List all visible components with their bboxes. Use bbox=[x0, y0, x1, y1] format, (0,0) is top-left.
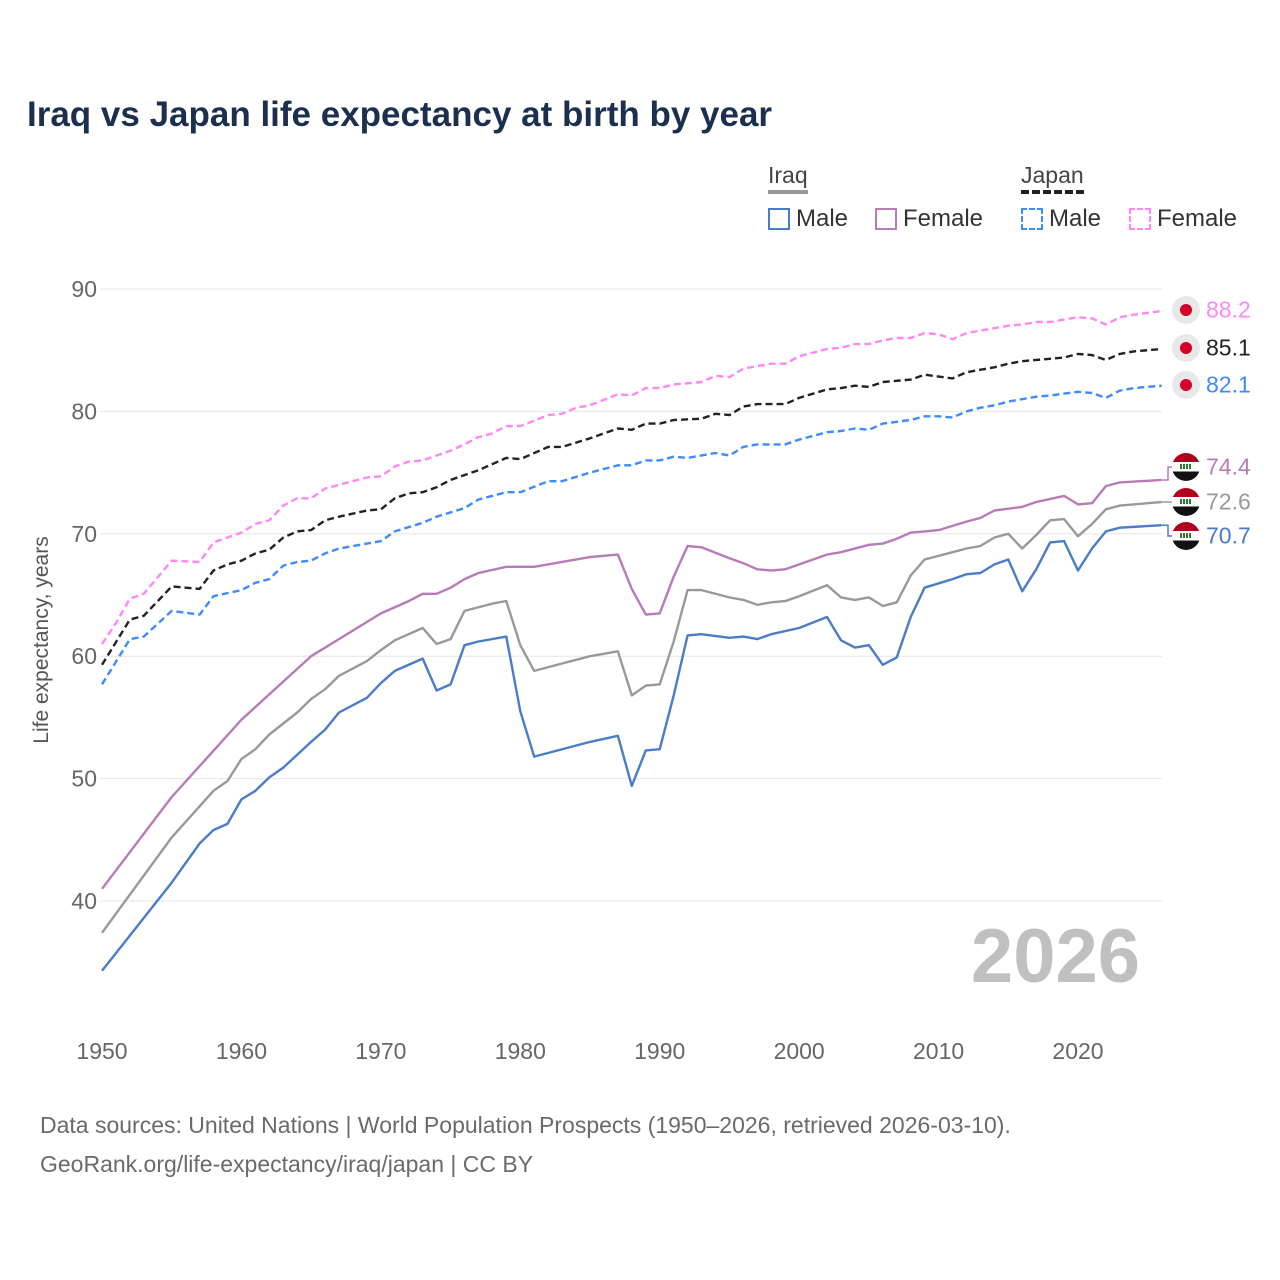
legend-label: Male bbox=[1049, 205, 1102, 232]
x-tick-label: 1980 bbox=[495, 1038, 546, 1064]
legend-japan-female[interactable]: Female bbox=[1129, 205, 1237, 233]
legend-swatch-icon bbox=[875, 208, 897, 230]
legend-swatch-icon bbox=[1129, 208, 1151, 230]
legend-label: Female bbox=[903, 205, 984, 232]
year-watermark: 2026 bbox=[971, 914, 1140, 999]
end-label-japan-female: 88.2 bbox=[1206, 296, 1251, 323]
end-label-japan-male: 82.1 bbox=[1206, 371, 1251, 398]
series-line-japan bbox=[100, 347, 1162, 666]
end-label-iraq-female: 74.4 bbox=[1206, 453, 1251, 480]
series-line-iraq-male bbox=[101, 524, 1162, 972]
legend-japan-heading: Japan bbox=[1021, 162, 1084, 194]
end-label-iraq-total: 72.6 bbox=[1206, 488, 1251, 515]
source-line: Data sources: United Nations | World Pop… bbox=[40, 1112, 1011, 1138]
label-connector bbox=[1162, 524, 1175, 537]
legend-swatch-icon bbox=[768, 208, 790, 230]
label-connector bbox=[1162, 466, 1175, 481]
end-label-japan-total: 85.1 bbox=[1206, 334, 1251, 361]
legend-label: Male bbox=[796, 205, 849, 232]
series-line-iraq-female bbox=[101, 478, 1162, 890]
legend-iraq-male[interactable]: Male bbox=[768, 205, 848, 233]
y-tick-label: 50 bbox=[71, 766, 97, 792]
y-tick-label: 70 bbox=[71, 521, 97, 547]
y-tick-label: 80 bbox=[71, 398, 97, 424]
source-note: Data sources: United Nations | World Pop… bbox=[40, 1106, 1011, 1184]
series-line-japan-female bbox=[101, 309, 1162, 645]
legend-swatch-icon bbox=[1021, 208, 1043, 230]
japan-flag-icon bbox=[1172, 334, 1200, 362]
x-tick-label: 2020 bbox=[1052, 1038, 1103, 1064]
y-tick-label: 40 bbox=[71, 888, 97, 914]
iraq-flag-icon bbox=[1172, 453, 1200, 481]
y-tick-label: 90 bbox=[71, 276, 97, 302]
end-label-iraq-male: 70.7 bbox=[1206, 522, 1251, 549]
legend-label: Female bbox=[1157, 205, 1238, 232]
x-tick-label: 2010 bbox=[913, 1038, 964, 1064]
japan-flag-icon bbox=[1172, 296, 1200, 324]
iraq-flag-icon bbox=[1172, 488, 1200, 516]
x-tick-label: 1990 bbox=[634, 1038, 685, 1064]
source-link[interactable]: GeoRank.org/life-expectancy/iraq/japan |… bbox=[40, 1151, 534, 1177]
legend-iraq-heading: Iraq bbox=[768, 162, 808, 194]
japan-flag-icon bbox=[1172, 371, 1200, 399]
x-tick-label: 2000 bbox=[774, 1038, 825, 1064]
y-tick-label: 60 bbox=[71, 643, 97, 669]
x-tick-label: 1960 bbox=[216, 1038, 267, 1064]
iraq-flag-icon bbox=[1172, 522, 1200, 550]
x-tick-label: 1970 bbox=[355, 1038, 406, 1064]
legend-iraq-female[interactable]: Female bbox=[875, 205, 983, 233]
x-tick-label: 1950 bbox=[76, 1038, 127, 1064]
legend-japan-male[interactable]: Male bbox=[1021, 205, 1101, 233]
series-line-iraq bbox=[101, 500, 1162, 934]
chart-title: Iraq vs Japan life expectancy at birth b… bbox=[27, 95, 773, 134]
